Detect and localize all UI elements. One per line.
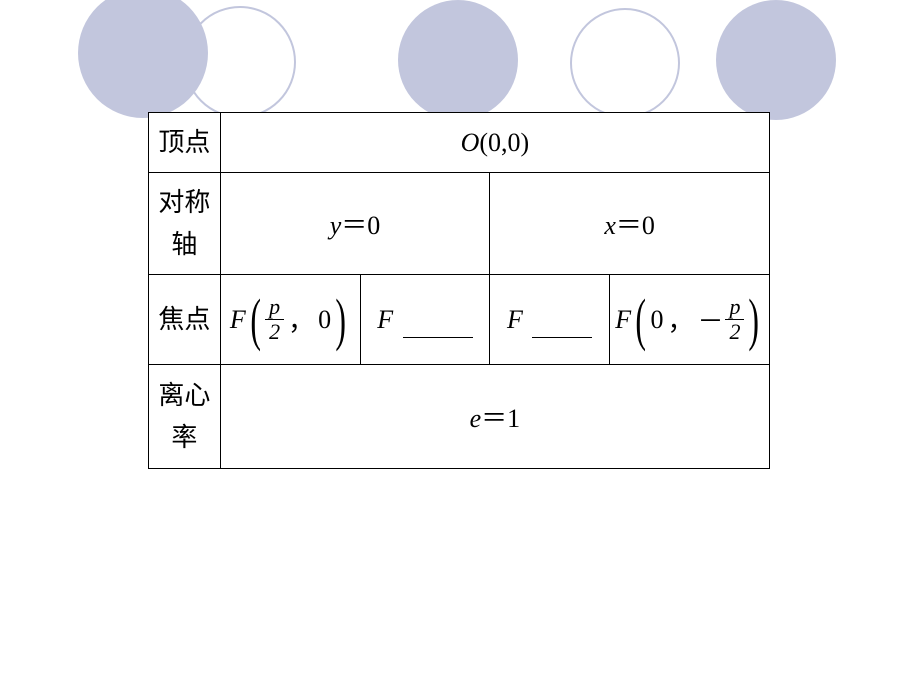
header-vertex: 顶点 — [149, 113, 221, 173]
header-axis: 对称 轴 — [149, 173, 221, 275]
f1-letter: F — [230, 305, 246, 335]
axis-l2: 轴 — [149, 224, 220, 266]
header-ecc: 离心 率 — [149, 365, 221, 469]
f2-blank — [403, 337, 473, 338]
f1-frac: p 2 — [265, 296, 284, 343]
f1-num: p — [267, 296, 282, 319]
axis-y-var: y — [330, 211, 342, 240]
properties-table: 顶点 O(0,0) 对称 轴 y＝0 x＝0 焦点 F ( p 2 ， — [148, 112, 770, 469]
f4-num: p — [727, 296, 742, 319]
cell-ecc-value: e＝1 — [220, 365, 769, 469]
cell-axis-x: x＝0 — [490, 173, 770, 275]
cell-focus-4: F ( 0 ， － p 2 ) — [610, 275, 770, 365]
ecc-l1: 离心 — [149, 375, 220, 417]
f4-frac: p 2 — [725, 296, 744, 343]
ecc-l2: 率 — [149, 417, 220, 459]
f1-den: 2 — [265, 319, 284, 343]
cell-focus-2: F — [360, 275, 490, 365]
decor-circle-2 — [184, 6, 296, 118]
row-axis: 对称 轴 y＝0 x＝0 — [149, 173, 770, 275]
vertex-prefix: O — [461, 128, 480, 157]
cell-focus-1: F ( p 2 ， 0 ) — [220, 275, 360, 365]
axis-x-rest: ＝0 — [616, 211, 655, 240]
f4-lparen: ( — [635, 291, 646, 349]
f3-blank — [532, 337, 592, 338]
f4-comma: ， — [667, 301, 693, 338]
ecc-rest: ＝1 — [481, 404, 520, 433]
axis-l1: 对称 — [149, 182, 220, 224]
f2-letter: F — [377, 305, 393, 334]
cell-focus-3: F — [490, 275, 610, 365]
f4-zero: 0 — [650, 305, 663, 335]
f1-rparen: ) — [335, 291, 346, 349]
header-focus: 焦点 — [149, 275, 221, 365]
cell-vertex-value: O(0,0) — [220, 113, 769, 173]
f3-letter: F — [507, 305, 523, 334]
row-eccentricity: 离心 率 e＝1 — [149, 365, 770, 469]
decor-circle-3 — [398, 0, 518, 120]
ecc-var: e — [470, 404, 482, 433]
f1-comma: ， — [288, 301, 314, 338]
row-focus: 焦点 F ( p 2 ， 0 ) F F F ( — [149, 275, 770, 365]
f4-den: 2 — [725, 319, 744, 343]
vertex-coords: (0,0) — [479, 128, 529, 157]
f1-zero: 0 — [318, 305, 331, 335]
cell-axis-y: y＝0 — [220, 173, 490, 275]
row-vertex: 顶点 O(0,0) — [149, 113, 770, 173]
f4-letter: F — [615, 305, 631, 335]
f4-rparen: ) — [749, 291, 760, 349]
f1-lparen: ( — [250, 291, 261, 349]
axis-y-rest: ＝0 — [341, 211, 380, 240]
decor-circle-4 — [570, 8, 680, 118]
axis-x-var: x — [604, 211, 616, 240]
decor-circle-5 — [716, 0, 836, 120]
f4-neg: － — [697, 301, 723, 338]
